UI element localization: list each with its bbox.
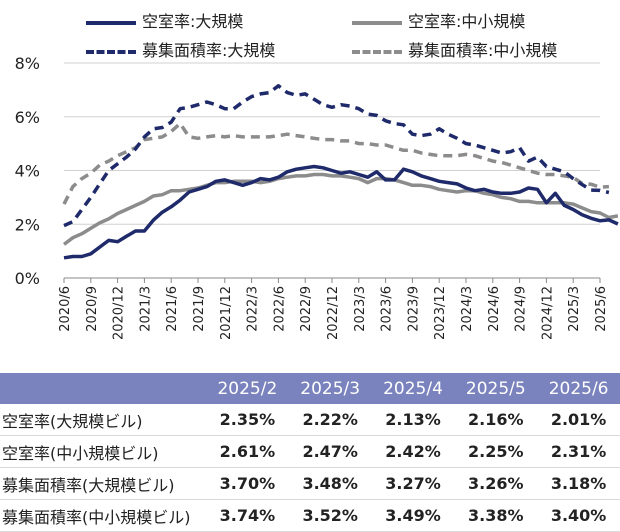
x-tick-label: 2022/3 bbox=[246, 286, 261, 332]
x-tick-label: 2020/12 bbox=[112, 286, 127, 340]
table-cell: 3.26% bbox=[454, 467, 538, 500]
table-row: 空室率(中小規模ビル) 2.61% 2.47% 2.42% 2.25% 2.31… bbox=[0, 435, 620, 468]
table-cell: 3.40% bbox=[537, 499, 620, 532]
row-label: 空室率(大規模ビル) bbox=[0, 404, 206, 436]
row-label: 募集面積率(大規模ビル) bbox=[0, 467, 206, 500]
table-cell: 2.31% bbox=[537, 435, 620, 468]
legend-swatch bbox=[86, 20, 136, 25]
x-tick-label: 2021/9 bbox=[192, 286, 207, 332]
x-tick-label: 2025/3 bbox=[567, 286, 582, 332]
x-tick-label: 2020/6 bbox=[58, 286, 73, 332]
table-cell: 2.61% bbox=[206, 435, 289, 468]
series-line-2 bbox=[62, 172, 619, 246]
x-tick-label: 2023/9 bbox=[406, 286, 421, 332]
table-cell: 3.38% bbox=[454, 499, 538, 532]
table-cell: 3.18% bbox=[537, 467, 620, 500]
table-cell: 3.52% bbox=[288, 499, 372, 532]
table-cell: 2.16% bbox=[454, 404, 538, 436]
table-cell: 2.42% bbox=[371, 435, 455, 468]
legend-item-vacancy-small: 空室率:中小規模 bbox=[352, 8, 525, 32]
x-tick-label: 2022/9 bbox=[299, 286, 314, 332]
legend-swatch bbox=[352, 20, 402, 25]
table-cell: 3.49% bbox=[371, 499, 455, 532]
table-cell: 3.74% bbox=[206, 499, 289, 532]
y-tick-label: 6% bbox=[15, 108, 40, 127]
table-cell: 2.25% bbox=[454, 435, 538, 468]
table-header-cell: 2025/6 bbox=[537, 373, 620, 404]
row-label: 空室率(中小規模ビル) bbox=[0, 435, 206, 468]
x-tick-label: 2025/6 bbox=[594, 286, 609, 332]
x-tick-label: 2024/6 bbox=[487, 286, 502, 332]
x-tick-label: 2022/6 bbox=[272, 286, 287, 332]
table-header-cell: 2025/3 bbox=[288, 373, 372, 404]
legend-swatch bbox=[352, 49, 402, 54]
table-cell: 2.22% bbox=[288, 404, 372, 436]
y-tick-label: 4% bbox=[15, 162, 40, 181]
series-line-4 bbox=[62, 121, 610, 205]
x-tick-label: 2024/3 bbox=[460, 286, 475, 332]
summary-table: 2025/2 2025/3 2025/4 2025/5 2025/6 空室率(大… bbox=[0, 373, 620, 532]
legend-item-offered-large: 募集面積率:大規模 bbox=[86, 37, 275, 61]
x-tick-label: 2023/12 bbox=[433, 286, 448, 340]
y-tick-label: 8% bbox=[15, 54, 40, 73]
table-header-row: 2025/2 2025/3 2025/4 2025/5 2025/6 bbox=[0, 373, 620, 404]
table-cell: 2.47% bbox=[288, 435, 372, 468]
table-cell: 2.13% bbox=[371, 404, 455, 436]
table-header-cell bbox=[0, 373, 206, 404]
row-label: 募集面積率(中小規模ビル) bbox=[0, 499, 206, 532]
y-tick-label: 2% bbox=[15, 215, 40, 234]
table-row: 募集面積率(大規模ビル) 3.70% 3.48% 3.27% 3.26% 3.1… bbox=[0, 467, 620, 500]
table-cell: 3.70% bbox=[206, 467, 289, 500]
legend-item-vacancy-large: 空室率:大規模 bbox=[86, 8, 243, 32]
table-cell: 2.01% bbox=[537, 404, 620, 436]
table-header-cell: 2025/2 bbox=[206, 373, 289, 404]
x-tick-label: 2024/9 bbox=[514, 286, 529, 332]
table-row: 空室率(大規模ビル) 2.35% 2.22% 2.13% 2.16% 2.01% bbox=[0, 404, 620, 436]
table-row: 募集面積率(中小規模ビル) 3.74% 3.52% 3.49% 3.38% 3.… bbox=[0, 499, 620, 532]
x-tick-label: 2020/9 bbox=[85, 286, 100, 332]
x-tick-label: 2021/12 bbox=[219, 286, 234, 340]
x-tick-label: 2023/3 bbox=[353, 286, 368, 332]
legend-label: 空室率:中小規模 bbox=[408, 12, 526, 31]
table-cell: 3.48% bbox=[288, 467, 372, 500]
legend-label: 空室率:大規模 bbox=[142, 12, 244, 31]
legend-swatch bbox=[86, 49, 136, 54]
x-tick-label: 2022/12 bbox=[326, 286, 341, 340]
series-line-3 bbox=[63, 84, 610, 228]
x-tick-label: 2023/6 bbox=[380, 286, 395, 332]
table-header-cell: 2025/5 bbox=[454, 373, 538, 404]
x-tick-label: 2021/6 bbox=[165, 286, 180, 332]
legend-label: 募集面積率:大規模 bbox=[142, 41, 276, 60]
table-cell: 3.27% bbox=[371, 467, 455, 500]
x-tick-label: 2021/3 bbox=[138, 286, 153, 332]
series-line-1 bbox=[63, 164, 619, 260]
line-chart: 0% 2% 4% 6% 8% 2020/6 2020/9 2020/12 2021/3 2021/… bbox=[15, 54, 619, 340]
y-tick-label: 0% bbox=[15, 269, 40, 288]
legend-label: 募集面積率:中小規模 bbox=[408, 41, 558, 60]
x-tick-label: 2024/12 bbox=[540, 286, 555, 340]
legend-item-offered-small: 募集面積率:中小規模 bbox=[352, 37, 557, 61]
table-header-cell: 2025/4 bbox=[371, 373, 455, 404]
table-cell: 2.35% bbox=[206, 404, 289, 436]
